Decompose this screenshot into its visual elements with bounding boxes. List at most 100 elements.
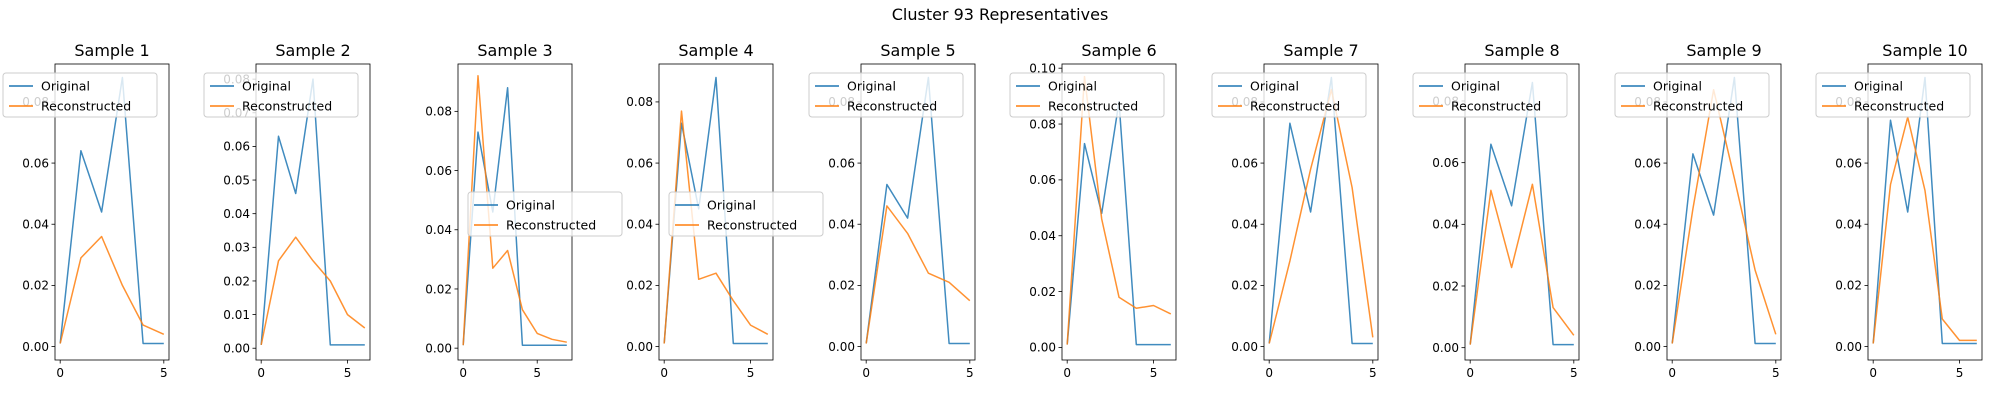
legend: Original Reconstructed [1009,72,1165,118]
legend: Original Reconstructed [808,72,964,118]
x-tick-label: 5 [1150,366,1158,380]
subplot-5: Sample 50.000.020.040.060.0805OriginalRe… [808,41,976,380]
series-line-reconstructed [59,235,165,344]
subplot-3: Sample 3 0.00 0.02 0.04 0.06 0.08 0 5 Original Re… [425,41,623,380]
axes-frame [1867,63,1983,361]
y-tick-label: 0.06 [1835,156,1862,170]
legend-box [1211,72,1367,118]
subplot-6: Sample 6 0.00 0.02 0.04 0.06 0.08 0.10 0 5 Origin… [1009,41,1177,380]
y-tick-label: 0.00 [223,342,250,356]
legend-label: Original [847,79,896,94]
x-tick-label: 0 [1466,366,1474,380]
series-line-reconstructed [462,75,567,346]
y-tick-label: 0.06 [223,140,250,154]
x-tick-label: 0 [1265,366,1273,380]
legend-label: Original [707,198,756,213]
legend-box [668,191,824,237]
y-tick-label: 0.02 [1029,285,1056,299]
legend-label: Reconstructed [1854,99,1944,114]
legend-label: Reconstructed [1250,99,1340,114]
axes-frame [1061,63,1177,361]
y-tick-label: 0.02 [626,279,653,293]
subplot-1: Sample 10.000.020.040.060.0805OriginalRe… [2,41,170,380]
legend: Original Reconstructed [1614,72,1770,118]
y-tick-label: 0.04 [626,218,653,232]
legend: Original Reconstructed [1211,72,1367,118]
legend-label: Original [1451,79,1500,94]
legend-box [203,72,359,118]
subplot-title: Sample 1 [74,41,149,60]
x-tick-label: 5 [1570,366,1578,380]
legend-label: Reconstructed [1048,99,1138,114]
axes-frame [1464,63,1580,361]
legend: Original Reconstructed [1815,72,1971,118]
subplot-4: Sample 4 0.00 0.02 0.04 0.06 0.08 0 5 Original Re… [626,41,824,380]
subplot-2: Sample 20.000.010.020.030.040.050.060.07… [203,41,371,380]
x-tick-label: 0 [1869,366,1877,380]
y-tick-label: 0.01 [223,308,250,322]
series-line-reconstructed [663,110,769,344]
x-tick-label: 0 [1063,366,1071,380]
x-tick-label: 5 [1772,366,1780,380]
y-tick-label: 0.02 [223,274,250,288]
figure-suptitle: Cluster 93 Representatives [892,5,1109,24]
legend-label: Reconstructed [506,218,596,233]
legend-label: Reconstructed [847,99,937,114]
legend: Original Reconstructed [2,72,158,118]
subplot-7: Sample 70.000.020.040.060.0805OriginalRe… [1211,41,1379,380]
series-line-reconstructed [1872,116,1977,344]
y-tick-label: 0.00 [1634,340,1661,354]
subplot-title: Sample 9 [1686,41,1761,60]
y-tick-label: 0.10 [1029,61,1056,75]
x-tick-label: 0 [257,366,265,380]
y-tick-label: 0.04 [22,218,49,232]
series-line-original [260,78,365,346]
legend-box [808,72,964,118]
legend-box [1815,72,1971,118]
series-line-reconstructed [1671,88,1777,344]
legend-box [2,72,158,118]
legend-box [1614,72,1770,118]
axes-frame [860,63,976,361]
legend-label: Original [1250,79,1299,94]
x-tick-label: 0 [862,366,870,380]
y-tick-label: 0.00 [1029,341,1056,355]
subplot-title: Sample 2 [275,41,350,60]
y-tick-label: 0.04 [425,223,452,237]
series-line-original [59,76,164,345]
y-tick-label: 0.04 [1634,218,1661,232]
x-tick-label: 5 [344,366,352,380]
y-tick-label: 0.06 [425,164,452,178]
legend-box [467,191,623,237]
y-tick-label: 0.08 [425,105,452,119]
y-tick-label: 0.04 [1432,218,1459,232]
legend-label: Original [41,79,90,94]
y-tick-label: 0.04 [1231,218,1258,232]
x-tick-label: 5 [533,366,541,380]
series-line-reconstructed [865,205,971,344]
y-tick-label: 0.02 [1634,279,1661,293]
y-tick-label: 0.08 [1029,117,1056,131]
legend-label: Reconstructed [1451,99,1541,114]
y-tick-label: 0.08 [626,95,653,109]
series-line-original [1671,76,1776,345]
y-tick-label: 0.06 [22,156,49,170]
axes-frame [1666,63,1782,361]
y-tick-label: 0.06 [626,156,653,170]
y-tick-label: 0.00 [1432,341,1459,355]
legend-label: Reconstructed [242,99,332,114]
y-tick-label: 0.06 [1634,156,1661,170]
series-line-original [865,76,970,345]
x-tick-label: 0 [459,366,467,380]
subplot-10: Sample 100.000.020.040.060.0805OriginalR… [1815,41,1983,380]
y-tick-label: 0.04 [1835,218,1862,232]
series-line-original [1066,100,1171,346]
y-tick-label: 0.00 [1231,340,1258,354]
y-tick-label: 0.06 [828,156,855,170]
subplot-title: Sample 5 [880,41,955,60]
x-tick-label: 0 [56,366,64,380]
x-tick-label: 5 [160,366,168,380]
legend: Original Reconstructed [1412,72,1568,118]
legend: Original Reconstructed [203,72,359,118]
x-tick-label: 5 [1369,366,1377,380]
